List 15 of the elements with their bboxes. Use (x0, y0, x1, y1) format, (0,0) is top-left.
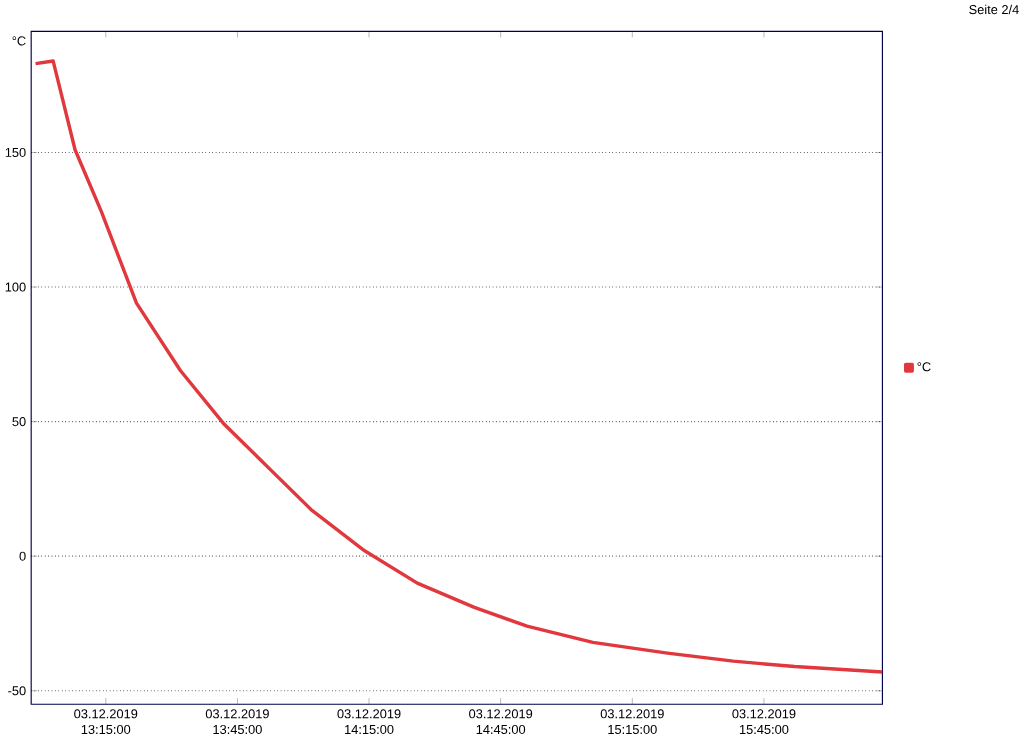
y-axis-title: °C (12, 36, 26, 46)
x-tick-label: 03.12.2019 14:45:00 (469, 709, 533, 735)
x-tick-label: 03.12.2019 13:45:00 (205, 709, 269, 735)
y-tick-label: 100 (5, 282, 26, 292)
y-tick-label: -50 (8, 686, 26, 696)
x-tick-label: 03.12.2019 15:45:00 (732, 709, 796, 735)
x-tick-label: 03.12.2019 13:15:00 (74, 709, 138, 735)
y-tick-label: 150 (5, 148, 26, 158)
y-tick-label: 50 (12, 417, 26, 427)
line-series (33, 59, 883, 674)
legend-label: °C (917, 362, 931, 372)
x-tick-label: 03.12.2019 15:15:00 (600, 709, 664, 735)
y-tick-label: 0 (19, 551, 26, 561)
text: Seite 2/4 (969, 4, 1019, 15)
x-tick-label: 03.12.2019 14:15:00 (337, 709, 401, 735)
